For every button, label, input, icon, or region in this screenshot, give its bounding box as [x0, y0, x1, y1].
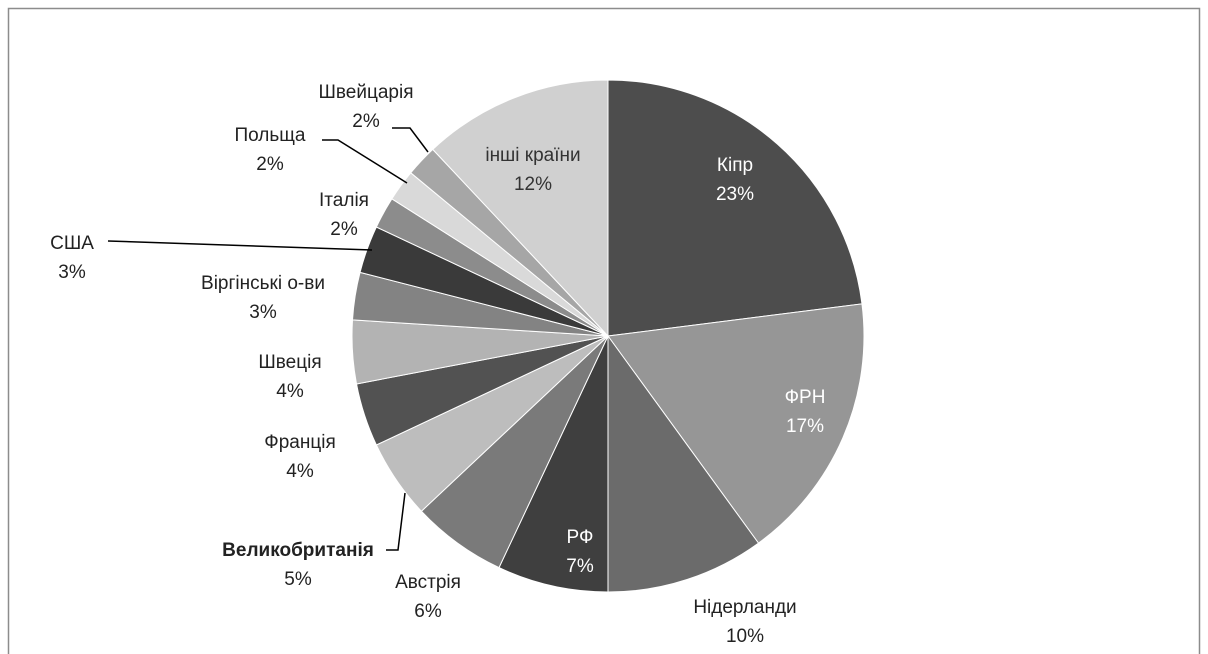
slice-label: США [50, 233, 94, 254]
slice-label: Кіпр [717, 155, 753, 176]
slice-value-label: 4% [286, 461, 314, 482]
slice-label: Віргінські о-ви [201, 273, 325, 294]
slice-value-label: 23% [716, 184, 754, 205]
pie-slice [607, 79, 863, 337]
pie-slice [498, 335, 609, 593]
leader-line [107, 240, 373, 251]
pie-slice [607, 303, 865, 544]
slice-label: РФ [567, 527, 594, 548]
slice-value-label: 17% [786, 416, 824, 437]
slice-value-label: 10% [726, 626, 764, 647]
slice-label: Швеція [258, 352, 321, 373]
slice-value-label: 2% [256, 154, 284, 175]
slice-value-label: 6% [414, 601, 442, 622]
slice-value-label: 2% [352, 111, 380, 132]
slice-value-label: 4% [276, 381, 304, 402]
slice-value-label: 12% [514, 174, 552, 195]
pie-slice [607, 334, 760, 593]
leader-line [386, 492, 406, 551]
slice-label: Франція [264, 432, 335, 453]
slice-label: Великобританія [222, 540, 374, 561]
leader-line [322, 139, 408, 184]
slice-value-label: 5% [284, 569, 312, 590]
slice-value-label: 3% [58, 262, 86, 283]
slice-value-label: 3% [249, 302, 277, 323]
leader-line [392, 127, 429, 153]
slice-label: Польща [235, 125, 306, 146]
slice-label: Австрія [395, 572, 461, 593]
slice-label: інші країни [485, 145, 580, 166]
slice-value-label: 7% [566, 556, 594, 577]
pie-slice [432, 79, 609, 338]
slice-label: ФРН [785, 387, 826, 408]
slice-label: Італія [319, 190, 369, 211]
slice-label: Нідерланди [693, 597, 796, 618]
slice-value-label: 2% [330, 219, 358, 240]
slice-label: Швейцарія [319, 82, 414, 103]
